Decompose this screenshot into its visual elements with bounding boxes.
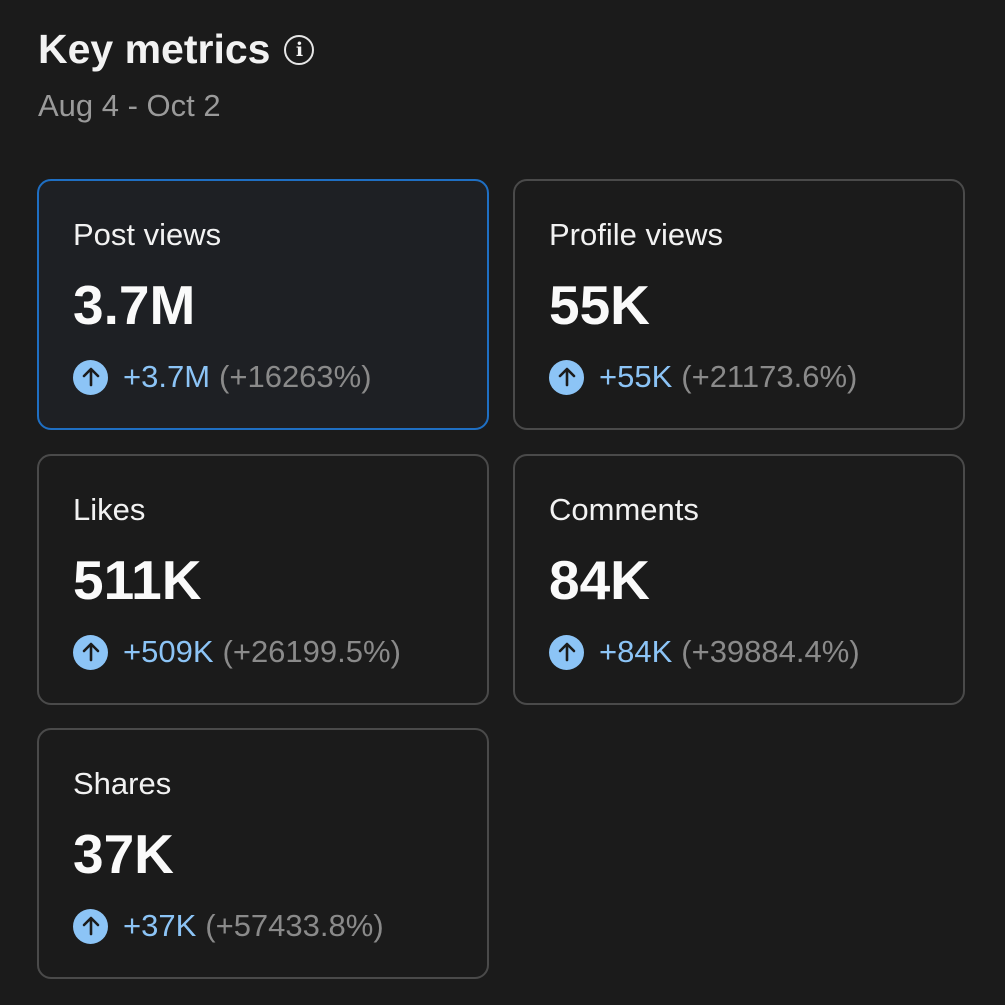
title-text: Key metrics xyxy=(38,26,271,72)
metric-card-profile-views[interactable]: Profile views 55K +55K (+21173.6%) xyxy=(513,179,965,430)
metric-value: 84K xyxy=(549,549,650,611)
page-title: Key metrics i xyxy=(38,26,315,73)
change-percent: (+16263%) xyxy=(219,359,372,394)
metric-label: Likes xyxy=(73,492,146,527)
change-absolute: +37K xyxy=(123,908,197,943)
metric-card-post-views[interactable]: Post views 3.7M +3.7M (+16263%) xyxy=(37,179,489,430)
metric-change: +55K (+21173.6%) xyxy=(549,359,857,395)
change-absolute: +509K xyxy=(123,634,214,669)
arrow-up-icon xyxy=(73,908,108,944)
metric-value: 37K xyxy=(73,823,174,885)
metric-label: Comments xyxy=(549,492,699,527)
arrow-up-icon xyxy=(549,634,584,670)
metric-card-shares[interactable]: Shares 37K +37K (+57433.8%) xyxy=(37,728,489,979)
metric-value: 55K xyxy=(549,274,650,336)
metric-value: 511K xyxy=(73,549,202,611)
metric-label: Post views xyxy=(73,217,222,252)
metric-card-comments[interactable]: Comments 84K +84K (+39884.4%) xyxy=(513,454,965,705)
metric-card-likes[interactable]: Likes 511K +509K (+26199.5%) xyxy=(37,454,489,705)
metric-change: +509K (+26199.5%) xyxy=(73,634,401,670)
change-absolute: +55K xyxy=(599,359,673,394)
date-range: Aug 4 - Oct 2 xyxy=(38,88,221,123)
change-percent: (+26199.5%) xyxy=(222,634,401,669)
metric-label: Profile views xyxy=(549,217,723,252)
arrow-up-icon xyxy=(549,359,584,395)
change-absolute: +3.7M xyxy=(123,359,211,394)
arrow-up-icon xyxy=(73,634,108,670)
metric-change: +37K (+57433.8%) xyxy=(73,908,384,944)
change-absolute: +84K xyxy=(599,634,673,669)
change-percent: (+57433.8%) xyxy=(205,908,384,943)
arrow-up-icon xyxy=(73,359,108,395)
metric-change: +3.7M (+16263%) xyxy=(73,359,372,395)
change-percent: (+39884.4%) xyxy=(681,634,860,669)
metric-value: 3.7M xyxy=(73,274,196,336)
metric-label: Shares xyxy=(73,766,172,801)
metric-change: +84K (+39884.4%) xyxy=(549,634,860,670)
info-icon[interactable]: i xyxy=(284,34,315,65)
change-percent: (+21173.6%) xyxy=(681,359,858,394)
